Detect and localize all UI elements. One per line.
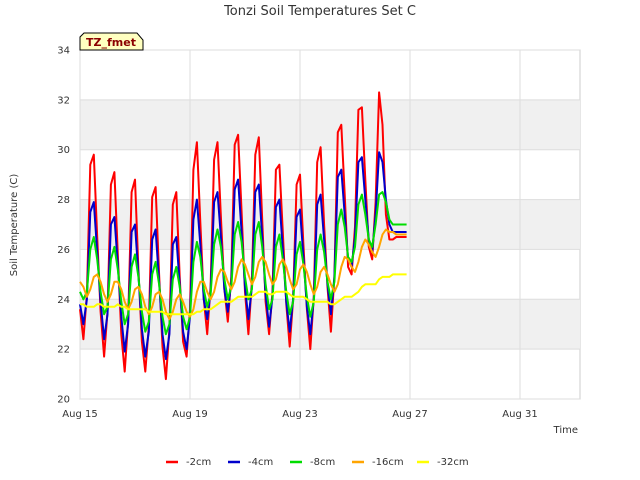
y-axis-ticks: 20 22 24 26 28 30 32 34 [57, 46, 70, 406]
band [80, 199, 580, 250]
grid-lines [79, 49, 580, 400]
y-tick-label: 34 [57, 46, 70, 57]
legend-label: -32cm [437, 457, 469, 468]
x-tick-label: Aug 27 [392, 409, 427, 420]
series-line-minus-32cm [80, 273, 407, 316]
badge-label: TZ_fmet [86, 36, 136, 49]
y-tick-label: 24 [57, 295, 70, 306]
x-tick-label: Aug 23 [282, 409, 317, 420]
y-tick-label: 28 [57, 195, 70, 206]
series-line-minus-16cm [79, 228, 407, 321]
series-lines [79, 91, 407, 381]
x-tick-label: Aug 19 [172, 409, 207, 420]
badge-shape [79, 32, 144, 51]
y-axis-label: Soil Temperature (C) [9, 174, 20, 277]
series-line-minus-8cm [79, 191, 407, 336]
legend-label: -2cm [186, 457, 211, 468]
y-tick-label: 26 [57, 245, 70, 256]
legend-label: -8cm [310, 457, 335, 468]
x-axis-ticks: Aug 15 Aug 19 Aug 23 Aug 27 Aug 31 [62, 409, 537, 420]
y-tick-label: 32 [57, 95, 70, 106]
y-tick-label: 30 [57, 145, 70, 156]
x-tick-label: Aug 15 [62, 409, 97, 420]
legend-label: -16cm [372, 457, 404, 468]
legend-label: -4cm [248, 457, 273, 468]
y-tick-label: 22 [57, 345, 70, 356]
band [80, 99, 580, 150]
x-tick-label: Aug 31 [502, 409, 537, 420]
x-axis-label: Time [553, 425, 578, 436]
legend: -2cm -4cm -8cm -16cm -32cm [166, 457, 469, 468]
station-badge: TZ_fmet [79, 32, 144, 51]
y-tick-label: 20 [57, 395, 70, 406]
chart-title: Tonzi Soil Temperatures Set C [223, 4, 416, 19]
plot-background [79, 49, 581, 400]
